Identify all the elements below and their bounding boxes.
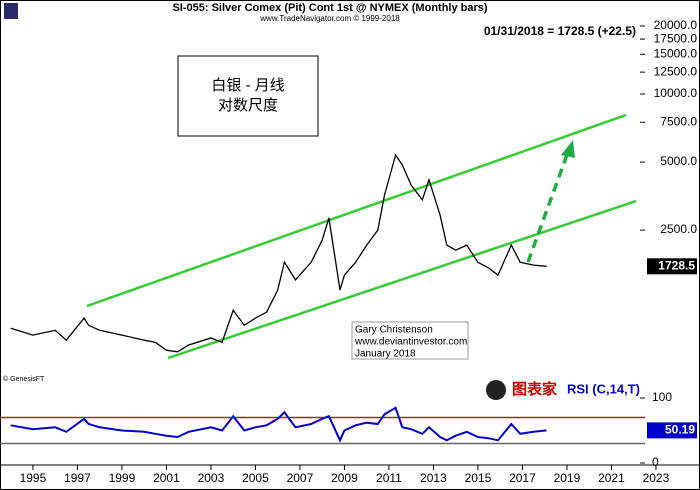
y-tick-label: 2500.0 [660,222,697,236]
channel-lower [167,199,637,360]
x-tick-label: 2019 [554,471,581,485]
x-tick-label: 1997 [64,471,91,485]
x-tick-label: 2005 [242,471,269,485]
x-tick-label: 2013 [420,471,447,485]
credit-box [351,321,469,360]
x-tick-label: 2023 [643,471,670,485]
source: © GenesisFT [3,375,45,383]
credit-text: January 2018 [355,349,416,360]
last-value-label: 1728.5 [658,258,695,272]
box-text: 对数尺度 [218,97,278,114]
channel-upper [86,113,627,308]
x-tick-label: 1999 [109,471,136,485]
x-tick-label: 2017 [509,471,536,485]
x-tick-label: 2009 [331,471,358,485]
arrow-head [561,140,575,158]
logo-icon [4,3,18,19]
box-text: 白银 - 月线 [211,77,284,94]
y-tick-label: 5000.0 [660,154,697,168]
y-tick-label: 15000.0 [654,46,698,60]
credit-text: Gary Christenson [355,325,433,336]
logo-text: 图表家 [512,380,557,398]
x-tick-label: 2021 [598,471,625,485]
last-value-box [647,258,697,275]
last-value-box [647,422,697,439]
header: 01/31/2018 = 1728.5 (+22.5) [484,24,636,38]
series-line [10,153,547,353]
arrow-shaft [526,151,570,263]
y-tick-label: 20000.0 [654,18,698,32]
y-tick-label: 10000.0 [654,86,698,100]
y-tick-label: 17500.0 [654,31,698,45]
y-tick-label: 100 [652,390,672,404]
logo-mark [486,380,506,400]
y-tick-label: 0 [652,455,659,469]
last-value-label: 50.19 [665,423,695,437]
y-tick-label: 12500.0 [654,64,698,78]
x-tick-label: 2015 [465,471,492,485]
x-tick-label: 2007 [287,471,314,485]
x-tick-label: 2003 [198,471,225,485]
rsi-title: RSI (C,14,T) [567,381,640,396]
text-box [177,55,319,137]
x-tick-label: 2011 [376,471,402,485]
credit-text: www.deviantinvestor.com [354,337,467,348]
y-tick-label: 7500.0 [660,114,697,128]
series-line [10,406,547,443]
x-tick-label: 2001 [153,471,180,485]
chart-title: SI-055: Silver Comex (Pit) Cont 1st @ NY… [172,2,487,14]
chart-subtitle: www.TradeNavigator.com © 1999-2018 [259,14,400,23]
x-tick-label: 1995 [20,471,47,485]
